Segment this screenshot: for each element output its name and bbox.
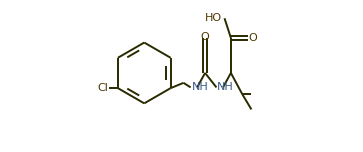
Text: O: O	[248, 33, 257, 43]
Text: Cl: Cl	[97, 83, 108, 93]
Text: NH: NH	[191, 82, 208, 92]
Text: NH: NH	[217, 82, 234, 92]
Text: HO: HO	[205, 13, 222, 23]
Text: O: O	[201, 32, 209, 42]
